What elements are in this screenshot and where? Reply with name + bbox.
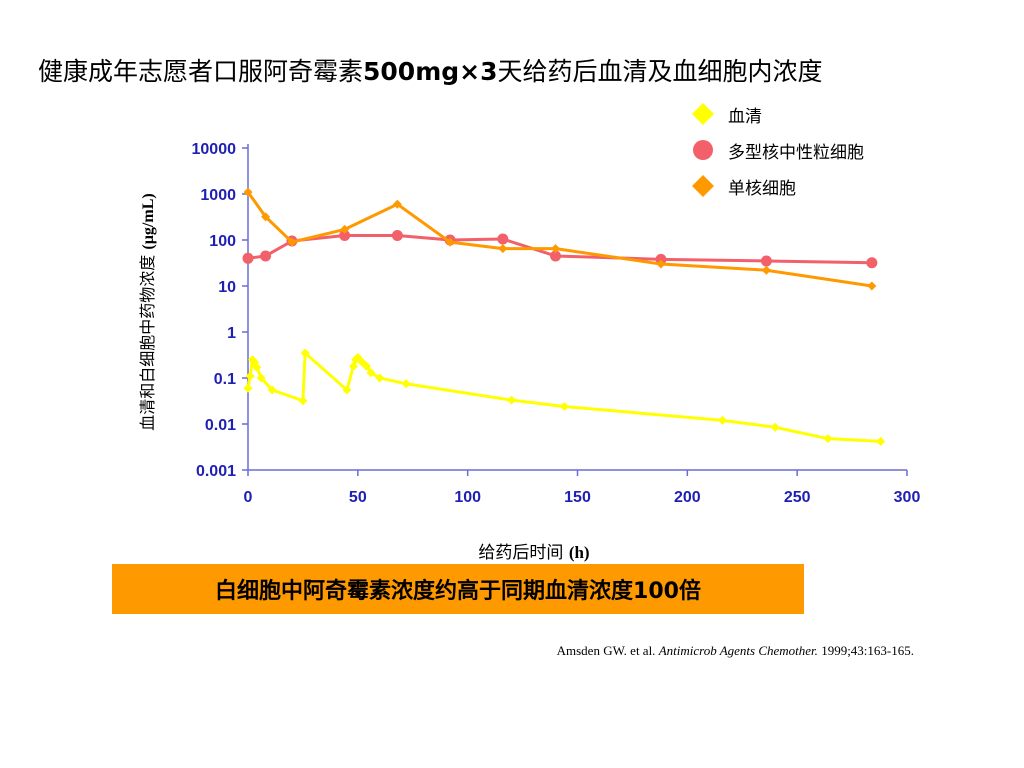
x-tick-label: 100 <box>454 489 481 506</box>
data-point-pmn <box>339 230 351 242</box>
slide-title-prefix: 健康成年志愿者口服阿奇霉素 <box>38 57 364 86</box>
x-tick-label: 50 <box>349 489 367 506</box>
legend-marker-serum <box>690 101 716 127</box>
x-tick-label: 250 <box>784 489 811 506</box>
data-point-serum <box>366 368 376 378</box>
legend-label-pmn: 多型核中性粒细胞 <box>728 142 864 163</box>
legend-label-serum: 血清 <box>728 106 762 127</box>
data-point-mono <box>261 212 271 222</box>
data-point-serum <box>298 396 308 406</box>
slide-title-dose: 500mg×3 <box>363 57 498 86</box>
data-point-serum <box>401 379 411 389</box>
data-point-mono <box>498 244 508 254</box>
data-point-serum <box>256 373 266 383</box>
data-point-pmn <box>866 257 878 269</box>
data-point-serum <box>300 348 310 358</box>
data-point-serum <box>559 402 569 412</box>
data-point-serum <box>252 362 262 372</box>
x-tick-label: 150 <box>564 489 591 506</box>
citation-journal: Antimicrob Agents Chemother. <box>658 643 818 658</box>
slide-title: 健康成年志愿者口服阿奇霉素500mg×3天给药后血清及血细胞内浓度 <box>38 52 823 88</box>
data-point-pmn <box>655 253 667 265</box>
x-tick-label: 200 <box>674 489 701 506</box>
x-axis-unit: (h) <box>568 543 590 562</box>
legend-marker-pmn <box>690 137 716 163</box>
citation: Amsden GW. et al. Antimicrob Agents Chem… <box>557 643 914 659</box>
data-point-serum <box>770 422 780 432</box>
data-point-serum <box>362 361 372 371</box>
data-point-mono <box>392 199 402 209</box>
data-point-serum <box>342 385 352 395</box>
data-point-serum <box>876 436 886 446</box>
y-tick-label: 1 <box>227 325 236 342</box>
y-tick-label: 10 <box>218 279 236 296</box>
citation-authors: Amsden GW. et al. <box>556 643 656 658</box>
data-point-pmn <box>391 230 403 242</box>
series-mono <box>243 187 877 291</box>
y-tick-label: 100 <box>209 233 236 250</box>
data-point-mono <box>243 187 253 197</box>
data-point-mono <box>340 224 350 234</box>
data-point-mono <box>656 259 666 269</box>
y-tick-label: 1000 <box>200 187 236 204</box>
series-serum <box>243 348 886 446</box>
data-point-serum <box>247 355 257 365</box>
data-point-serum <box>245 371 255 381</box>
chart-axes: 10000 1000 100 10 1 0.1 0.01 0.001 0 50 100 150 200 2… <box>192 141 921 506</box>
data-point-pmn <box>497 233 509 245</box>
data-point-mono <box>867 281 877 291</box>
slide-title-suffix: 天给药后血清及血细胞内浓度 <box>497 57 823 86</box>
y-tick-label: 0.01 <box>205 417 236 434</box>
data-point-mono <box>445 237 455 247</box>
y-tick-label: 0.1 <box>214 371 236 388</box>
chart-legend: 血清 多型核中性粒细胞 单核细胞 <box>690 96 950 204</box>
y-axis-title: 血清和白细胞中药物浓度 (µg/mL) <box>134 193 158 430</box>
x-axis-label: 给药后时间 <box>478 543 564 563</box>
legend-item-mono: 单核细胞 <box>690 168 950 204</box>
data-point-serum <box>375 373 385 383</box>
data-point-mono <box>761 265 771 275</box>
data-point-pmn <box>760 255 772 267</box>
legend-marker-mono <box>690 173 716 199</box>
y-axis-unit: (µg/mL) <box>140 193 157 250</box>
data-point-mono <box>551 244 561 254</box>
x-tick-label: 300 <box>894 489 921 506</box>
y-tick-label: 10000 <box>192 141 237 158</box>
data-point-pmn <box>550 250 562 262</box>
data-point-serum <box>823 434 833 444</box>
data-point-pmn <box>260 250 272 262</box>
data-point-pmn <box>242 252 254 264</box>
data-point-serum <box>507 395 517 405</box>
x-tick-label: 0 <box>244 489 253 506</box>
conclusion-banner: 白细胞中阿奇霉素浓度约高于同期血清浓度100倍 <box>112 564 804 614</box>
y-axis-label: 血清和白细胞中药物浓度 <box>138 254 157 431</box>
data-point-serum <box>353 352 363 362</box>
data-point-mono <box>287 237 297 247</box>
data-point-serum <box>243 383 253 393</box>
series-line-serum <box>246 351 881 443</box>
data-point-serum <box>717 415 727 425</box>
data-point-serum <box>267 385 277 395</box>
legend-label-mono: 单核细胞 <box>728 178 796 199</box>
legend-item-serum: 血清 <box>690 96 950 132</box>
x-axis-title: 给药后时间 (h) <box>478 538 589 563</box>
legend-item-pmn: 多型核中性粒细胞 <box>690 132 950 168</box>
conclusion-text: 白细胞中阿奇霉素浓度约高于同期血清浓度100倍 <box>215 579 701 604</box>
y-tick-label: 0.001 <box>196 463 236 480</box>
citation-details: 1999;43:163-165. <box>821 643 914 658</box>
chart-series <box>242 187 886 446</box>
